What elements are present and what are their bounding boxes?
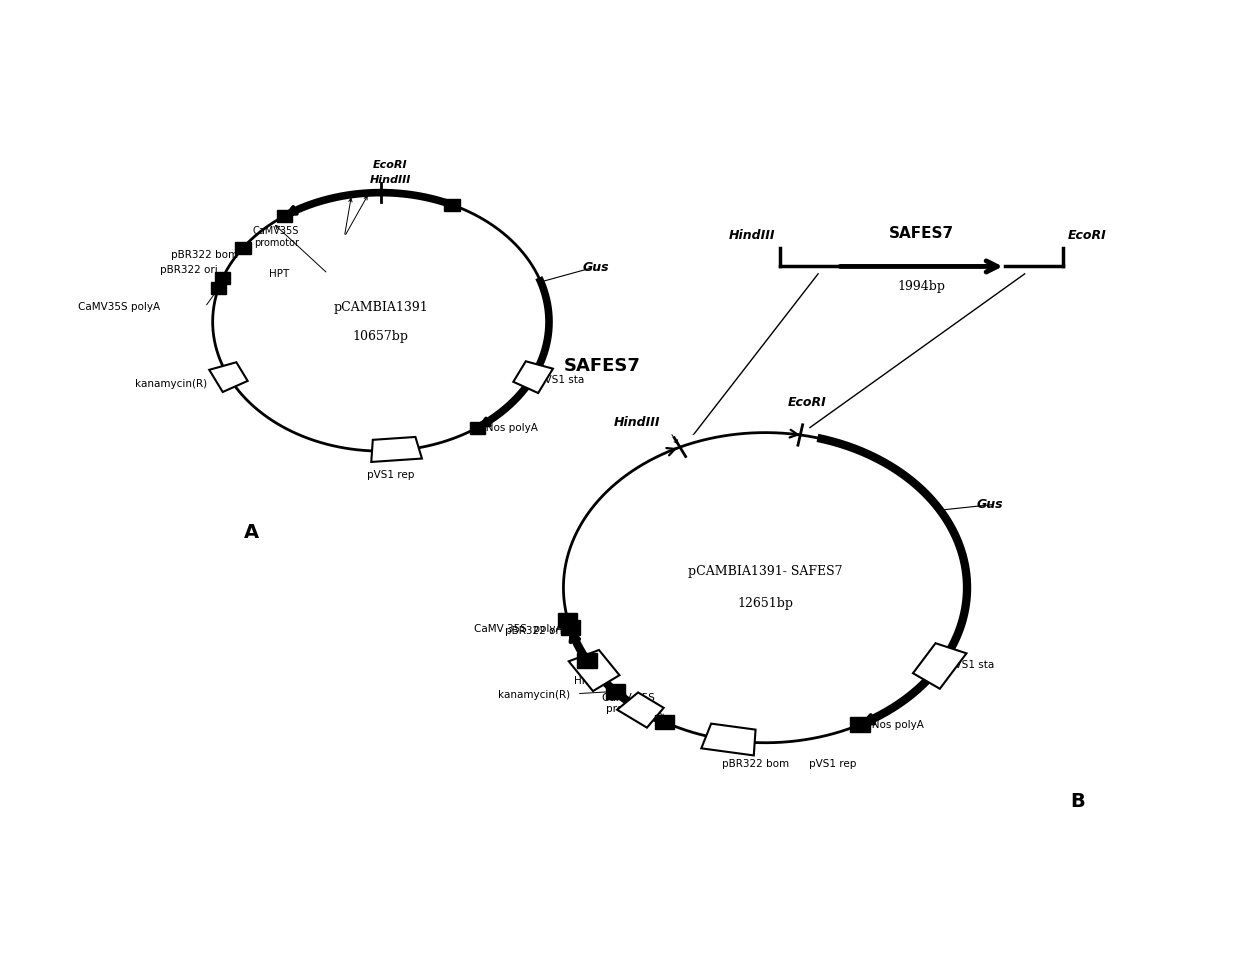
Polygon shape bbox=[913, 643, 966, 689]
Polygon shape bbox=[578, 653, 596, 667]
Text: HindIII: HindIII bbox=[614, 415, 661, 429]
Text: pVS1 sta: pVS1 sta bbox=[538, 375, 584, 386]
Text: EcoRI: EcoRI bbox=[787, 396, 826, 409]
Polygon shape bbox=[560, 620, 580, 635]
Text: kanamycin(R): kanamycin(R) bbox=[498, 690, 570, 700]
Text: 1994bp: 1994bp bbox=[898, 280, 945, 292]
Polygon shape bbox=[605, 684, 625, 699]
Text: EcoRI: EcoRI bbox=[373, 160, 408, 171]
Text: kanamycin(R): kanamycin(R) bbox=[135, 379, 207, 388]
Text: HindIII: HindIII bbox=[370, 175, 412, 185]
Text: pVS1 rep: pVS1 rep bbox=[367, 470, 414, 480]
Polygon shape bbox=[211, 283, 226, 294]
Text: pVS1 sta: pVS1 sta bbox=[947, 660, 994, 670]
Polygon shape bbox=[618, 692, 663, 728]
Text: pCAMBIA1391- SAFES7: pCAMBIA1391- SAFES7 bbox=[688, 565, 842, 578]
Text: HPT: HPT bbox=[574, 676, 594, 686]
Text: 10657bp: 10657bp bbox=[353, 330, 409, 343]
Polygon shape bbox=[371, 437, 422, 462]
Text: SAFES7: SAFES7 bbox=[889, 225, 954, 241]
Text: CaMV 35S
promotor: CaMV 35S promotor bbox=[601, 692, 655, 714]
Text: CaMV35S polyA: CaMV35S polyA bbox=[78, 302, 160, 312]
Text: SAFES7: SAFES7 bbox=[563, 357, 640, 375]
Polygon shape bbox=[702, 724, 755, 756]
Text: pBR322 orl: pBR322 orl bbox=[505, 626, 563, 636]
Text: -Nos polyA: -Nos polyA bbox=[868, 719, 924, 730]
Polygon shape bbox=[513, 362, 553, 393]
Polygon shape bbox=[558, 613, 578, 627]
Polygon shape bbox=[444, 199, 460, 211]
Text: CaMV 35S  polyA: CaMV 35S polyA bbox=[474, 624, 563, 634]
Text: pBR322 bom: pBR322 bom bbox=[722, 759, 789, 769]
Polygon shape bbox=[215, 271, 231, 284]
Text: CaMV35S
promotor: CaMV35S promotor bbox=[253, 226, 299, 247]
Polygon shape bbox=[277, 210, 293, 222]
Text: pBR322 ori: pBR322 ori bbox=[160, 266, 218, 275]
Text: -Nos polyA: -Nos polyA bbox=[482, 423, 538, 433]
Text: 12651bp: 12651bp bbox=[738, 597, 794, 611]
Polygon shape bbox=[569, 650, 620, 691]
Polygon shape bbox=[851, 717, 869, 732]
Text: Gus: Gus bbox=[977, 498, 1003, 511]
Text: A: A bbox=[243, 523, 259, 542]
Text: HPT: HPT bbox=[269, 269, 289, 279]
Text: B: B bbox=[1070, 792, 1085, 811]
Polygon shape bbox=[470, 422, 485, 433]
Polygon shape bbox=[236, 242, 250, 253]
Text: HindIII: HindIII bbox=[728, 229, 775, 242]
Text: Gus: Gus bbox=[583, 261, 609, 274]
Text: pBR322 bom: pBR322 bom bbox=[171, 250, 238, 260]
Text: pCAMBIA1391: pCAMBIA1391 bbox=[334, 300, 428, 314]
Text: pVS1 rep: pVS1 rep bbox=[808, 759, 856, 769]
Polygon shape bbox=[210, 363, 248, 392]
Text: EcoRI: EcoRI bbox=[1068, 229, 1106, 242]
Polygon shape bbox=[655, 714, 675, 730]
